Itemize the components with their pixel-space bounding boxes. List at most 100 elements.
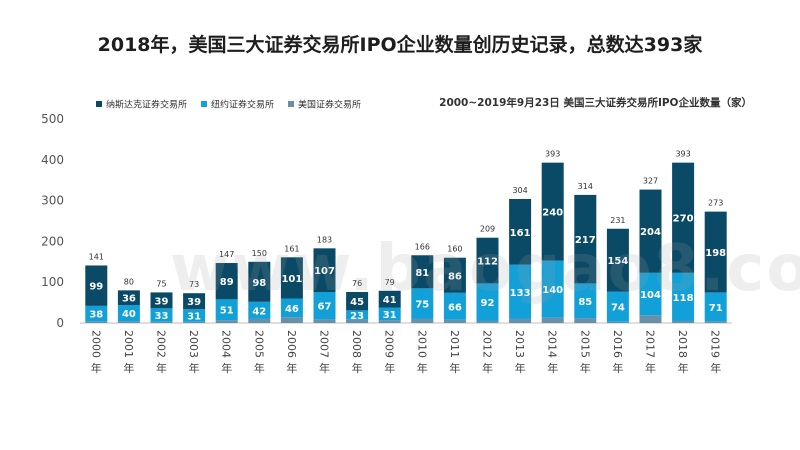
bar-segment <box>183 309 206 322</box>
bar-segment <box>509 318 532 323</box>
bar-value-label: 85 <box>578 297 592 308</box>
bar-segment <box>411 288 434 319</box>
bar-value-label: 36 <box>122 294 136 305</box>
bar-value-label: 107 <box>314 266 335 277</box>
x-tick-label: 2004 <box>220 330 233 358</box>
bar-segment <box>574 194 597 284</box>
x-tick-suffix: 年 <box>352 361 363 375</box>
bar-value-label: 71 <box>709 303 723 314</box>
bar-segment <box>117 305 140 322</box>
bar-segment <box>443 292 466 320</box>
x-tick-suffix: 年 <box>710 361 721 375</box>
bar-segment <box>606 228 629 292</box>
bar-value-label: 89 <box>220 277 234 288</box>
x-tick-label: 2010 <box>415 330 428 358</box>
bar-value-label: 38 <box>89 310 103 321</box>
bar-value-label: 51 <box>220 306 234 317</box>
legend-swatch <box>201 101 207 107</box>
bar-value-label: 31 <box>383 310 397 321</box>
x-tick-label: 2007 <box>318 330 331 358</box>
bar-value-label: 33 <box>155 311 169 322</box>
bar-segment <box>704 292 727 322</box>
bar-value-label: 67 <box>318 302 332 313</box>
bar-segment <box>574 318 597 323</box>
x-tick-suffix: 年 <box>286 361 297 375</box>
bar-value-label: 98 <box>252 278 266 289</box>
bar-segment <box>443 319 466 323</box>
x-tick-suffix: 年 <box>547 361 558 375</box>
bar-segment <box>85 265 108 306</box>
bar-total-label: 80 <box>124 277 134 286</box>
bar-segment <box>150 321 173 323</box>
x-tick-suffix: 年 <box>319 361 330 375</box>
bar-segment <box>280 298 303 318</box>
x-tick-suffix: 年 <box>612 361 623 375</box>
legend-swatch <box>96 101 102 107</box>
bar-segment <box>476 283 499 321</box>
bar-total-label: 141 <box>89 252 104 261</box>
bar-segment <box>411 255 434 289</box>
bar-total-label: 314 <box>578 182 593 191</box>
y-tick-label: 100 <box>41 275 64 289</box>
bar-segment <box>313 248 336 292</box>
bar-value-label: 40 <box>122 309 136 320</box>
bar-segment <box>378 290 401 308</box>
bar-total-label: 79 <box>385 278 395 287</box>
bar-total-label: 150 <box>252 249 267 258</box>
bar-segment <box>215 320 238 323</box>
bar-total-label: 304 <box>512 186 527 195</box>
bar-value-label: 39 <box>187 297 201 308</box>
bar-value-label: 46 <box>285 304 299 315</box>
bar-segment <box>85 321 108 323</box>
legend-swatch <box>288 101 294 107</box>
y-tick-label: 300 <box>41 194 64 208</box>
x-tick-label: 2001 <box>122 330 135 358</box>
bar-value-label: 118 <box>673 293 694 304</box>
x-tick-label: 2009 <box>383 330 396 358</box>
bar-segment <box>704 211 727 293</box>
bar-segment <box>313 291 336 320</box>
bar-value-label: 41 <box>383 295 397 306</box>
bar-value-label: 154 <box>607 256 628 267</box>
bar-total-label: 209 <box>480 225 495 234</box>
bar-value-label: 23 <box>350 311 364 322</box>
bar-total-label: 161 <box>284 244 299 253</box>
chart-subtitle: 2000~2019年9月23日 美国三大证券交易所IPO企业数量（家） <box>439 96 752 109</box>
x-tick-suffix: 年 <box>417 361 428 375</box>
bar-segment <box>346 310 369 320</box>
bar-value-label: 92 <box>481 298 495 309</box>
bar-segment <box>346 319 369 323</box>
bar-segment <box>476 320 499 323</box>
bar-segment <box>672 162 695 273</box>
bar-segment <box>248 301 271 319</box>
bar-segment <box>280 257 303 299</box>
bar-segment <box>574 283 597 319</box>
bar-segment <box>117 290 140 306</box>
x-tick-suffix: 年 <box>254 361 265 375</box>
bar-value-label: 240 <box>542 208 563 219</box>
x-tick-label: 2018 <box>676 330 689 358</box>
bar-segment <box>541 260 564 318</box>
x-tick-suffix: 年 <box>189 361 200 375</box>
x-tick-label: 2014 <box>546 330 559 358</box>
bar-total-label: 147 <box>219 250 234 259</box>
x-tick-label: 2008 <box>350 330 363 358</box>
bar-segment <box>639 189 662 273</box>
bar-segment <box>443 257 466 293</box>
bar-segment <box>215 299 238 321</box>
bar-total-label: 166 <box>415 242 430 251</box>
bar-segment <box>672 272 695 321</box>
bar-value-label: 86 <box>448 271 462 282</box>
x-tick-label: 2016 <box>611 330 624 358</box>
bar-total-label: 73 <box>189 280 199 289</box>
x-tick-label: 2011 <box>448 330 461 358</box>
x-tick-suffix: 年 <box>91 361 102 375</box>
bar-total-label: 393 <box>545 150 560 159</box>
x-tick-suffix: 年 <box>678 361 689 375</box>
bar-segment <box>476 237 499 284</box>
bar-value-label: 66 <box>448 302 462 313</box>
legend-label: 纽约证券交易所 <box>211 99 274 111</box>
bar-segment <box>509 198 532 265</box>
bar-value-label: 75 <box>415 300 429 311</box>
bar-total-label: 76 <box>352 279 362 288</box>
